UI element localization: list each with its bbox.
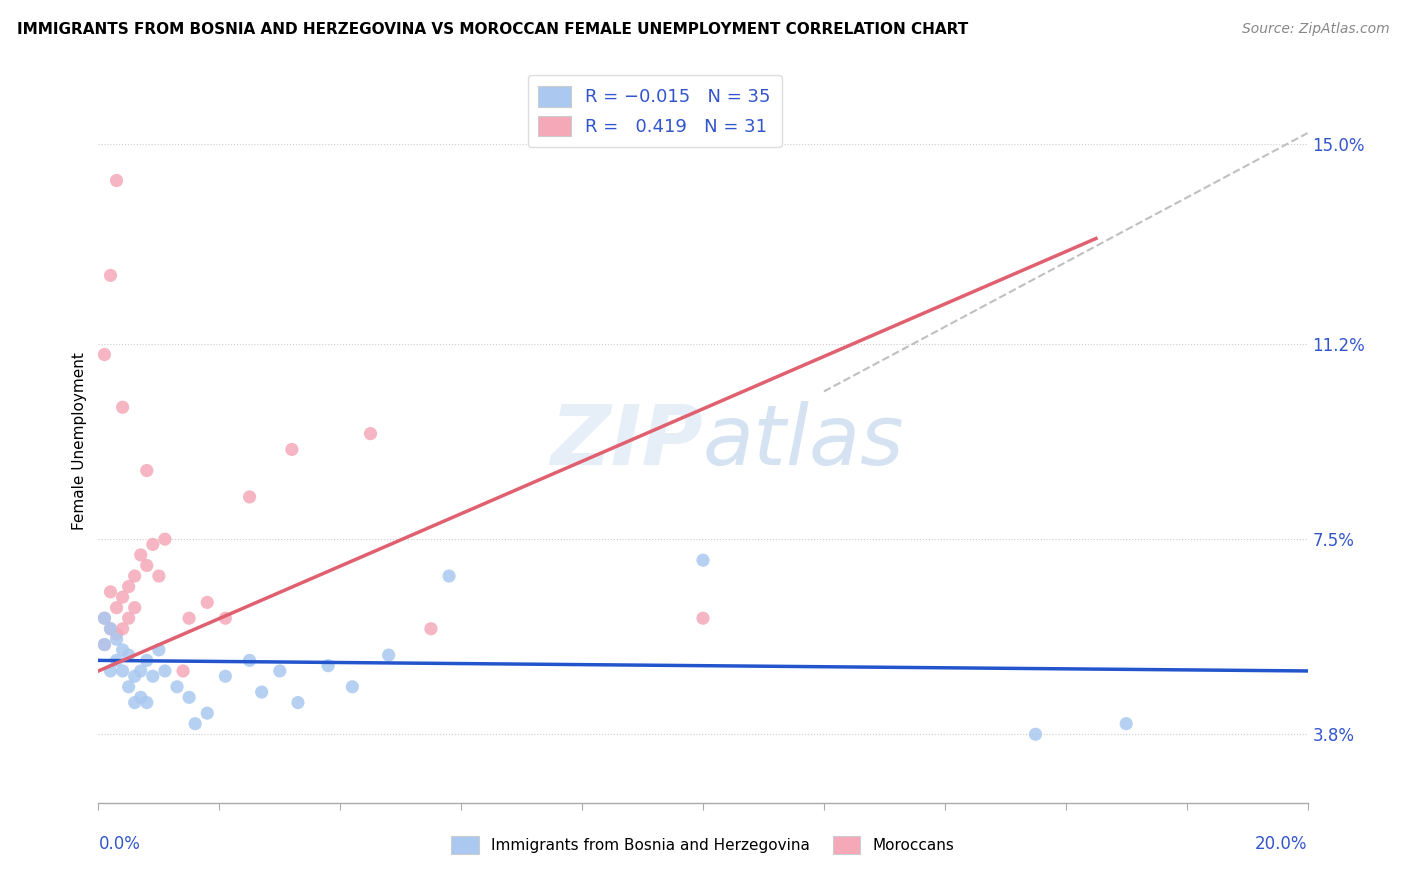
Point — [124, 696, 146, 710]
Point — [124, 669, 146, 683]
Point — [692, 611, 714, 625]
Point — [1115, 716, 1137, 731]
Point — [692, 553, 714, 567]
Point — [281, 442, 304, 457]
Point — [437, 569, 460, 583]
Point — [93, 611, 115, 625]
Point — [105, 600, 128, 615]
Point — [93, 347, 115, 361]
Point — [111, 590, 134, 604]
Point — [142, 669, 165, 683]
Point — [287, 696, 309, 710]
Text: ZIP: ZIP — [550, 401, 703, 482]
Text: 0.0%: 0.0% — [98, 835, 141, 854]
Point — [166, 680, 188, 694]
Point — [93, 638, 115, 652]
Point — [100, 585, 122, 599]
Legend: Immigrants from Bosnia and Herzegovina, Moroccans: Immigrants from Bosnia and Herzegovina, … — [446, 830, 960, 860]
Text: Source: ZipAtlas.com: Source: ZipAtlas.com — [1241, 22, 1389, 37]
Point — [1024, 727, 1046, 741]
Point — [129, 690, 152, 705]
Point — [148, 569, 170, 583]
Point — [124, 569, 146, 583]
Text: atlas: atlas — [703, 401, 904, 482]
Point — [111, 622, 134, 636]
Point — [420, 622, 443, 636]
Point — [100, 622, 122, 636]
Point — [93, 638, 115, 652]
Point — [342, 680, 364, 694]
Point — [214, 669, 236, 683]
Text: IMMIGRANTS FROM BOSNIA AND HERZEGOVINA VS MOROCCAN FEMALE UNEMPLOYMENT CORRELATI: IMMIGRANTS FROM BOSNIA AND HERZEGOVINA V… — [17, 22, 969, 37]
Point — [93, 611, 115, 625]
Point — [111, 643, 134, 657]
Point — [105, 653, 128, 667]
Point — [172, 664, 194, 678]
Point — [118, 680, 141, 694]
Point — [118, 580, 141, 594]
Point — [105, 632, 128, 647]
Point — [111, 664, 134, 678]
Point — [111, 401, 134, 415]
Point — [269, 664, 291, 678]
Y-axis label: Female Unemployment: Female Unemployment — [72, 352, 87, 531]
Point — [124, 600, 146, 615]
Text: 20.0%: 20.0% — [1256, 835, 1308, 854]
Point — [179, 690, 201, 705]
Point — [153, 664, 176, 678]
Point — [105, 627, 128, 641]
Point — [316, 658, 339, 673]
Point — [105, 173, 128, 187]
Point — [239, 653, 262, 667]
Point — [184, 716, 207, 731]
Point — [129, 548, 152, 562]
Point — [153, 532, 176, 546]
Point — [135, 558, 157, 573]
Point — [129, 664, 152, 678]
Point — [250, 685, 273, 699]
Point — [100, 664, 122, 678]
Point — [148, 643, 170, 657]
Point — [239, 490, 262, 504]
Point — [135, 696, 157, 710]
Point — [100, 622, 122, 636]
Point — [360, 426, 382, 441]
Point — [142, 537, 165, 551]
Point — [179, 611, 201, 625]
Point — [100, 268, 122, 283]
Point — [377, 648, 399, 662]
Point — [195, 706, 218, 720]
Point — [135, 464, 157, 478]
Point — [135, 653, 157, 667]
Point — [118, 611, 141, 625]
Point — [118, 648, 141, 662]
Point — [214, 611, 236, 625]
Point — [195, 595, 218, 609]
